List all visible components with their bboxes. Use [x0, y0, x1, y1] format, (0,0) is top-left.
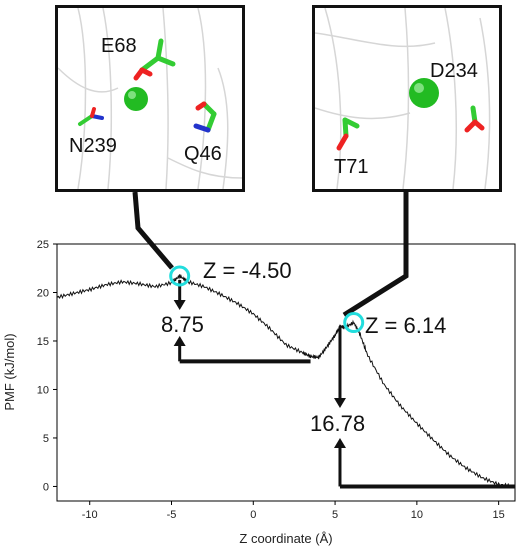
barrier-right: [333, 326, 515, 489]
arrowhead-up: [173, 336, 186, 346]
inset-left-binding-site: E68 N239 Q46: [55, 5, 245, 192]
inset-left-structure: [58, 8, 242, 189]
y-axis-ticks: 0 5 10 15 20 25: [37, 239, 57, 493]
residue-e68-sticks: [133, 38, 176, 81]
x-tick-label: 10: [411, 509, 423, 521]
x-tick-label: -5: [167, 509, 177, 521]
residue-d234-sticks: [464, 105, 485, 133]
label-n239: N239: [69, 135, 117, 157]
x-tick-label: 15: [493, 509, 505, 521]
annotation-z-left: Z = -4.50: [203, 258, 292, 283]
x-tick-label: 0: [250, 509, 256, 521]
y-tick-label: 5: [43, 433, 49, 445]
y-tick-label: 0: [43, 481, 49, 493]
inset-right-structure: [315, 8, 491, 189]
pmf-series-line: [56, 274, 516, 489]
x-tick-label: -10: [82, 509, 98, 521]
y-axis-label: PMF (kJ/mol): [2, 333, 17, 410]
barrier-value-right: 16.78: [310, 411, 365, 436]
chloride-ion: [124, 87, 148, 111]
arrowhead-down: [333, 398, 346, 408]
arrowhead-down: [173, 300, 186, 310]
inset-right-binding-site: D234 T71: [312, 5, 502, 192]
residue-t71-sticks: [336, 117, 360, 151]
left-inset-connector: [132, 191, 174, 270]
plot-frame: [56, 243, 516, 502]
x-axis-ticks: -10 -5 0 5 10 15: [82, 501, 505, 521]
barrier-left: [173, 280, 311, 364]
x-tick-label: 5: [332, 509, 338, 521]
y-tick-label: 10: [37, 384, 49, 396]
right-inset-connector: [342, 192, 409, 318]
barrier-value-left: 8.75: [161, 312, 204, 337]
label-q46: Q46: [184, 143, 222, 165]
y-tick-label: 20: [37, 287, 49, 299]
arrowhead-up: [333, 438, 346, 448]
y-tick-label: 25: [37, 239, 49, 251]
highlight-circle-right: [343, 312, 365, 334]
residue-n239-sticks: [78, 107, 104, 126]
label-t71: T71: [334, 156, 369, 178]
residue-q46-sticks: [193, 101, 217, 133]
y-tick-label: 15: [37, 336, 49, 348]
x-axis-label: Z coordinate (Å): [239, 531, 332, 546]
label-e68: E68: [101, 35, 137, 57]
highlight-circle-left: [169, 265, 191, 287]
annotation-z-right: Z = 6.14: [365, 313, 446, 338]
label-d234: D234: [430, 60, 478, 82]
